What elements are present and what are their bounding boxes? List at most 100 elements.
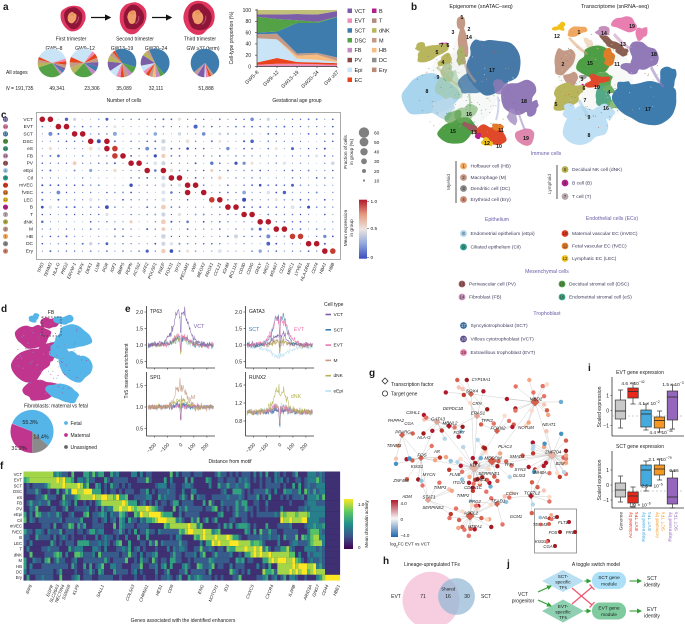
svg-text:10: 10 [4, 184, 8, 188]
svg-text:11: 11 [498, 128, 504, 134]
svg-text:14: 14 [460, 295, 465, 300]
svg-text:0: 0 [248, 64, 251, 70]
svg-text:Trophoblast: Trophoblast [533, 311, 561, 317]
svg-text:T: T [30, 212, 33, 218]
svg-text:CGA: CGA [404, 421, 413, 426]
svg-text:SCT: SCT [647, 576, 657, 582]
svg-text:TFPI2: TFPI2 [481, 418, 493, 423]
svg-text:1.0: 1.0 [136, 343, 143, 349]
svg-text:18: 18 [521, 99, 527, 105]
svg-text:eS: eS [17, 495, 22, 500]
svg-text:EVT: EVT [391, 594, 401, 600]
svg-text:SOX4: SOX4 [466, 389, 479, 394]
svg-text:HB: HB [379, 48, 387, 54]
svg-text:13: 13 [4, 162, 8, 166]
svg-text:SCT: SCT [481, 594, 491, 600]
svg-text:Villous cytotrophoblast (VCT): Villous cytotrophoblast (VCT) [471, 337, 535, 343]
svg-text:1: 1 [606, 468, 609, 474]
svg-text:CYP19A1: CYP19A1 [472, 377, 491, 382]
svg-text:B: B [19, 535, 22, 540]
svg-text:16: 16 [445, 594, 451, 600]
svg-text:GCM1: GCM1 [510, 514, 523, 519]
svg-text:HTRA1: HTRA1 [468, 524, 483, 529]
svg-text:eS: eS [27, 146, 33, 152]
svg-text:0.5: 0.5 [136, 359, 143, 365]
svg-text:3: 3 [452, 30, 455, 36]
svg-text:40: 40 [374, 150, 380, 156]
svg-text:CSHL1: CSHL1 [406, 410, 420, 415]
svg-text:CDKN1C: CDKN1C [464, 485, 483, 490]
svg-text:VCT: VCT [14, 472, 23, 477]
svg-text:7: 7 [441, 43, 444, 49]
svg-text:Lymphatic EC (LEC): Lymphatic EC (LEC) [572, 256, 617, 262]
svg-text:progenitor: progenitor [512, 599, 535, 605]
svg-text:LEC: LEC [24, 197, 34, 203]
svg-text:1: 1 [5, 235, 7, 239]
svg-text:e: e [125, 304, 131, 315]
svg-text:Mean expression: Mean expression [343, 209, 349, 246]
svg-text:12: 12 [484, 141, 490, 147]
svg-text:14: 14 [601, 31, 607, 37]
svg-text:MBNL2: MBNL2 [442, 421, 458, 426]
svg-text:FB: FB [17, 501, 23, 506]
svg-text:module: module [601, 612, 617, 618]
svg-text:SERPINE1: SERPINE1 [478, 471, 500, 476]
svg-text:1.0: 1.0 [235, 343, 242, 349]
svg-text:Maternal vascular EC (mVEC): Maternal vascular EC (mVEC) [572, 231, 638, 237]
svg-text:4: 4 [442, 60, 445, 66]
svg-text:15: 15 [4, 140, 8, 144]
svg-text:ZNF486: ZNF486 [392, 478, 409, 483]
svg-text:FB: FB [355, 48, 362, 54]
svg-text:Cil: Cil [17, 518, 22, 523]
svg-text:Ery: Ery [26, 249, 34, 255]
svg-text:Cell type: Cell type [324, 302, 344, 308]
svg-text:specific: specific [555, 610, 571, 615]
svg-text:dNK: dNK [379, 29, 390, 35]
svg-text:5: 5 [436, 50, 439, 56]
svg-text:N = 191,735: N = 191,735 [6, 86, 34, 92]
svg-text:NOTUM: NOTUM [518, 425, 534, 430]
svg-text:2: 2 [562, 62, 565, 68]
svg-text:11: 11 [4, 191, 8, 195]
svg-text:8: 8 [588, 133, 591, 139]
svg-text:Genome: Genome [619, 512, 625, 531]
svg-text:M: M [334, 358, 338, 364]
svg-text:Lineage-upregulated TFs: Lineage-upregulated TFs [404, 562, 460, 568]
svg-text:EVT: EVT [294, 327, 305, 333]
svg-text:Mesenchymal cells: Mesenchymal cells [525, 269, 569, 275]
svg-text:Endometrial stromal cell (eS): Endometrial stromal cell (eS) [569, 295, 632, 301]
svg-text:B: B [379, 9, 383, 15]
svg-text:KLF6: KLF6 [470, 463, 481, 468]
svg-text:1.5: 1.5 [136, 383, 143, 389]
svg-text:12: 12 [563, 256, 568, 261]
svg-text:Repressed by: Repressed by [641, 511, 647, 541]
svg-text:0.5: 0.5 [235, 359, 242, 365]
svg-text:10: 10 [496, 144, 502, 150]
svg-text:−4.0: −4.0 [401, 533, 410, 538]
svg-text:TCF7L2: TCF7L2 [524, 491, 541, 496]
svg-text:TFs: TFs [559, 585, 568, 590]
svg-text:MBD2: MBD2 [530, 397, 543, 402]
svg-text:Ciliated epithelium (Cil): Ciliated epithelium (Cil) [471, 245, 522, 251]
svg-text:PPARG: PPARG [395, 430, 411, 435]
svg-text:Epigenome (snATAC–seq): Epigenome (snATAC–seq) [449, 4, 513, 10]
svg-text:9: 9 [437, 75, 440, 81]
svg-text:A toggle switch model: A toggle switch model [572, 562, 620, 568]
svg-text:4: 4 [608, 90, 611, 96]
svg-text:15: 15 [560, 282, 565, 287]
svg-text:16: 16 [466, 112, 472, 118]
svg-text:0: 0 [606, 483, 609, 489]
svg-text:31.2%: 31.2% [11, 446, 26, 452]
svg-text:DSC: DSC [355, 38, 367, 44]
svg-text:32,111: 32,111 [149, 86, 164, 92]
svg-text:Perivascular cell (PV): Perivascular cell (PV) [469, 282, 516, 288]
svg-text:mVEC: mVEC [10, 524, 22, 529]
svg-text:AR: AR [433, 449, 440, 454]
svg-text:VCT: VCT [518, 592, 528, 598]
svg-text:SYN3: SYN3 [514, 467, 526, 472]
svg-text:2.0: 2.0 [136, 310, 143, 316]
svg-text:FB: FB [48, 310, 55, 316]
svg-text:10: 10 [594, 85, 600, 91]
svg-text:Distance from motif: Distance from motif [208, 459, 252, 465]
svg-text:SCT: SCT [334, 327, 344, 333]
